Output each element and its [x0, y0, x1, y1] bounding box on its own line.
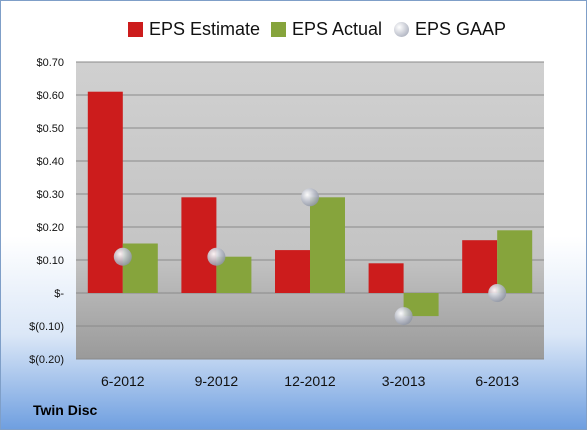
legend-swatch-eps-gaap: [394, 21, 409, 37]
legend-swatch-eps-actual: [271, 21, 286, 37]
y-tick-label: $0.10: [36, 255, 64, 267]
y-tick-label: $0.20: [36, 222, 64, 234]
y-axis-ticks: $0.70 $0.60 $0.50 $0.40 $0.30 $0.20 $0.10 $- $(0…: [29, 57, 64, 366]
legend-item-eps-gaap: EPS GAAP: [394, 17, 506, 41]
legend-swatch-eps-estimate: [128, 21, 143, 37]
gaap-markers: [113, 188, 507, 326]
marker-eps-gaap: [301, 188, 319, 207]
x-tick-label: 12-2012: [284, 373, 336, 389]
marker-eps-gaap: [113, 247, 132, 266]
y-tick-label: $0.30: [36, 189, 64, 201]
chart-legend: EPS Estimate EPS Actual EPS GAAP: [0, 17, 587, 41]
marker-eps-gaap: [207, 247, 226, 266]
bar-eps-actual: [497, 230, 533, 293]
legend-label-eps-estimate: EPS Estimate: [149, 18, 261, 39]
marker-eps-gaap: [488, 284, 507, 302]
y-tick-label: $0.60: [36, 90, 64, 102]
bar-eps-actual: [403, 293, 439, 317]
x-tick-label: 6-2012: [101, 373, 145, 389]
bar-eps-estimate: [368, 263, 404, 293]
y-tick-label: $(0.10): [29, 321, 64, 333]
y-tick-label: $(0.20): [29, 354, 64, 366]
bar-eps-actual: [310, 197, 345, 293]
legend-item-eps-estimate: EPS Estimate: [128, 17, 260, 41]
y-tick-label: $0.70: [36, 57, 64, 69]
bar-eps-estimate: [181, 197, 217, 293]
y-tick-label: $-: [54, 288, 64, 300]
x-tick-label: 3-2013: [382, 373, 426, 389]
marker-eps-gaap: [394, 307, 413, 326]
bar-eps-estimate: [275, 250, 310, 293]
bar-eps-estimate: [462, 240, 498, 293]
company-label: Twin Disc: [33, 402, 98, 418]
x-axis-labels: 6-2012 9-2012 12-2012 3-2013 6-2013: [101, 373, 519, 389]
x-tick-label: 9-2012: [195, 373, 239, 389]
legend-label-eps-gaap: EPS GAAP: [415, 18, 507, 39]
x-tick-label: 6-2013: [475, 373, 519, 389]
legend-label-eps-actual: EPS Actual: [292, 18, 383, 39]
y-tick-label: $0.40: [36, 156, 64, 168]
y-tick-label: $0.50: [36, 123, 64, 135]
legend-item-eps-actual: EPS Actual: [271, 17, 382, 41]
